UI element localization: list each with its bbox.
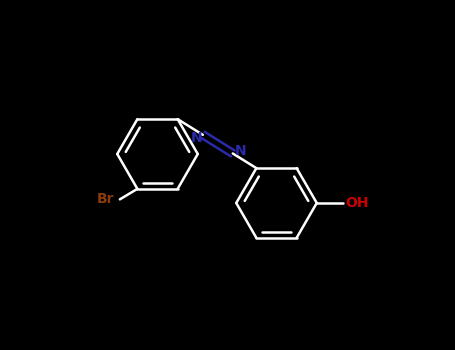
Text: N: N	[191, 131, 202, 145]
Text: OH: OH	[345, 196, 368, 210]
Text: Br: Br	[97, 193, 115, 206]
Text: N: N	[235, 144, 246, 158]
